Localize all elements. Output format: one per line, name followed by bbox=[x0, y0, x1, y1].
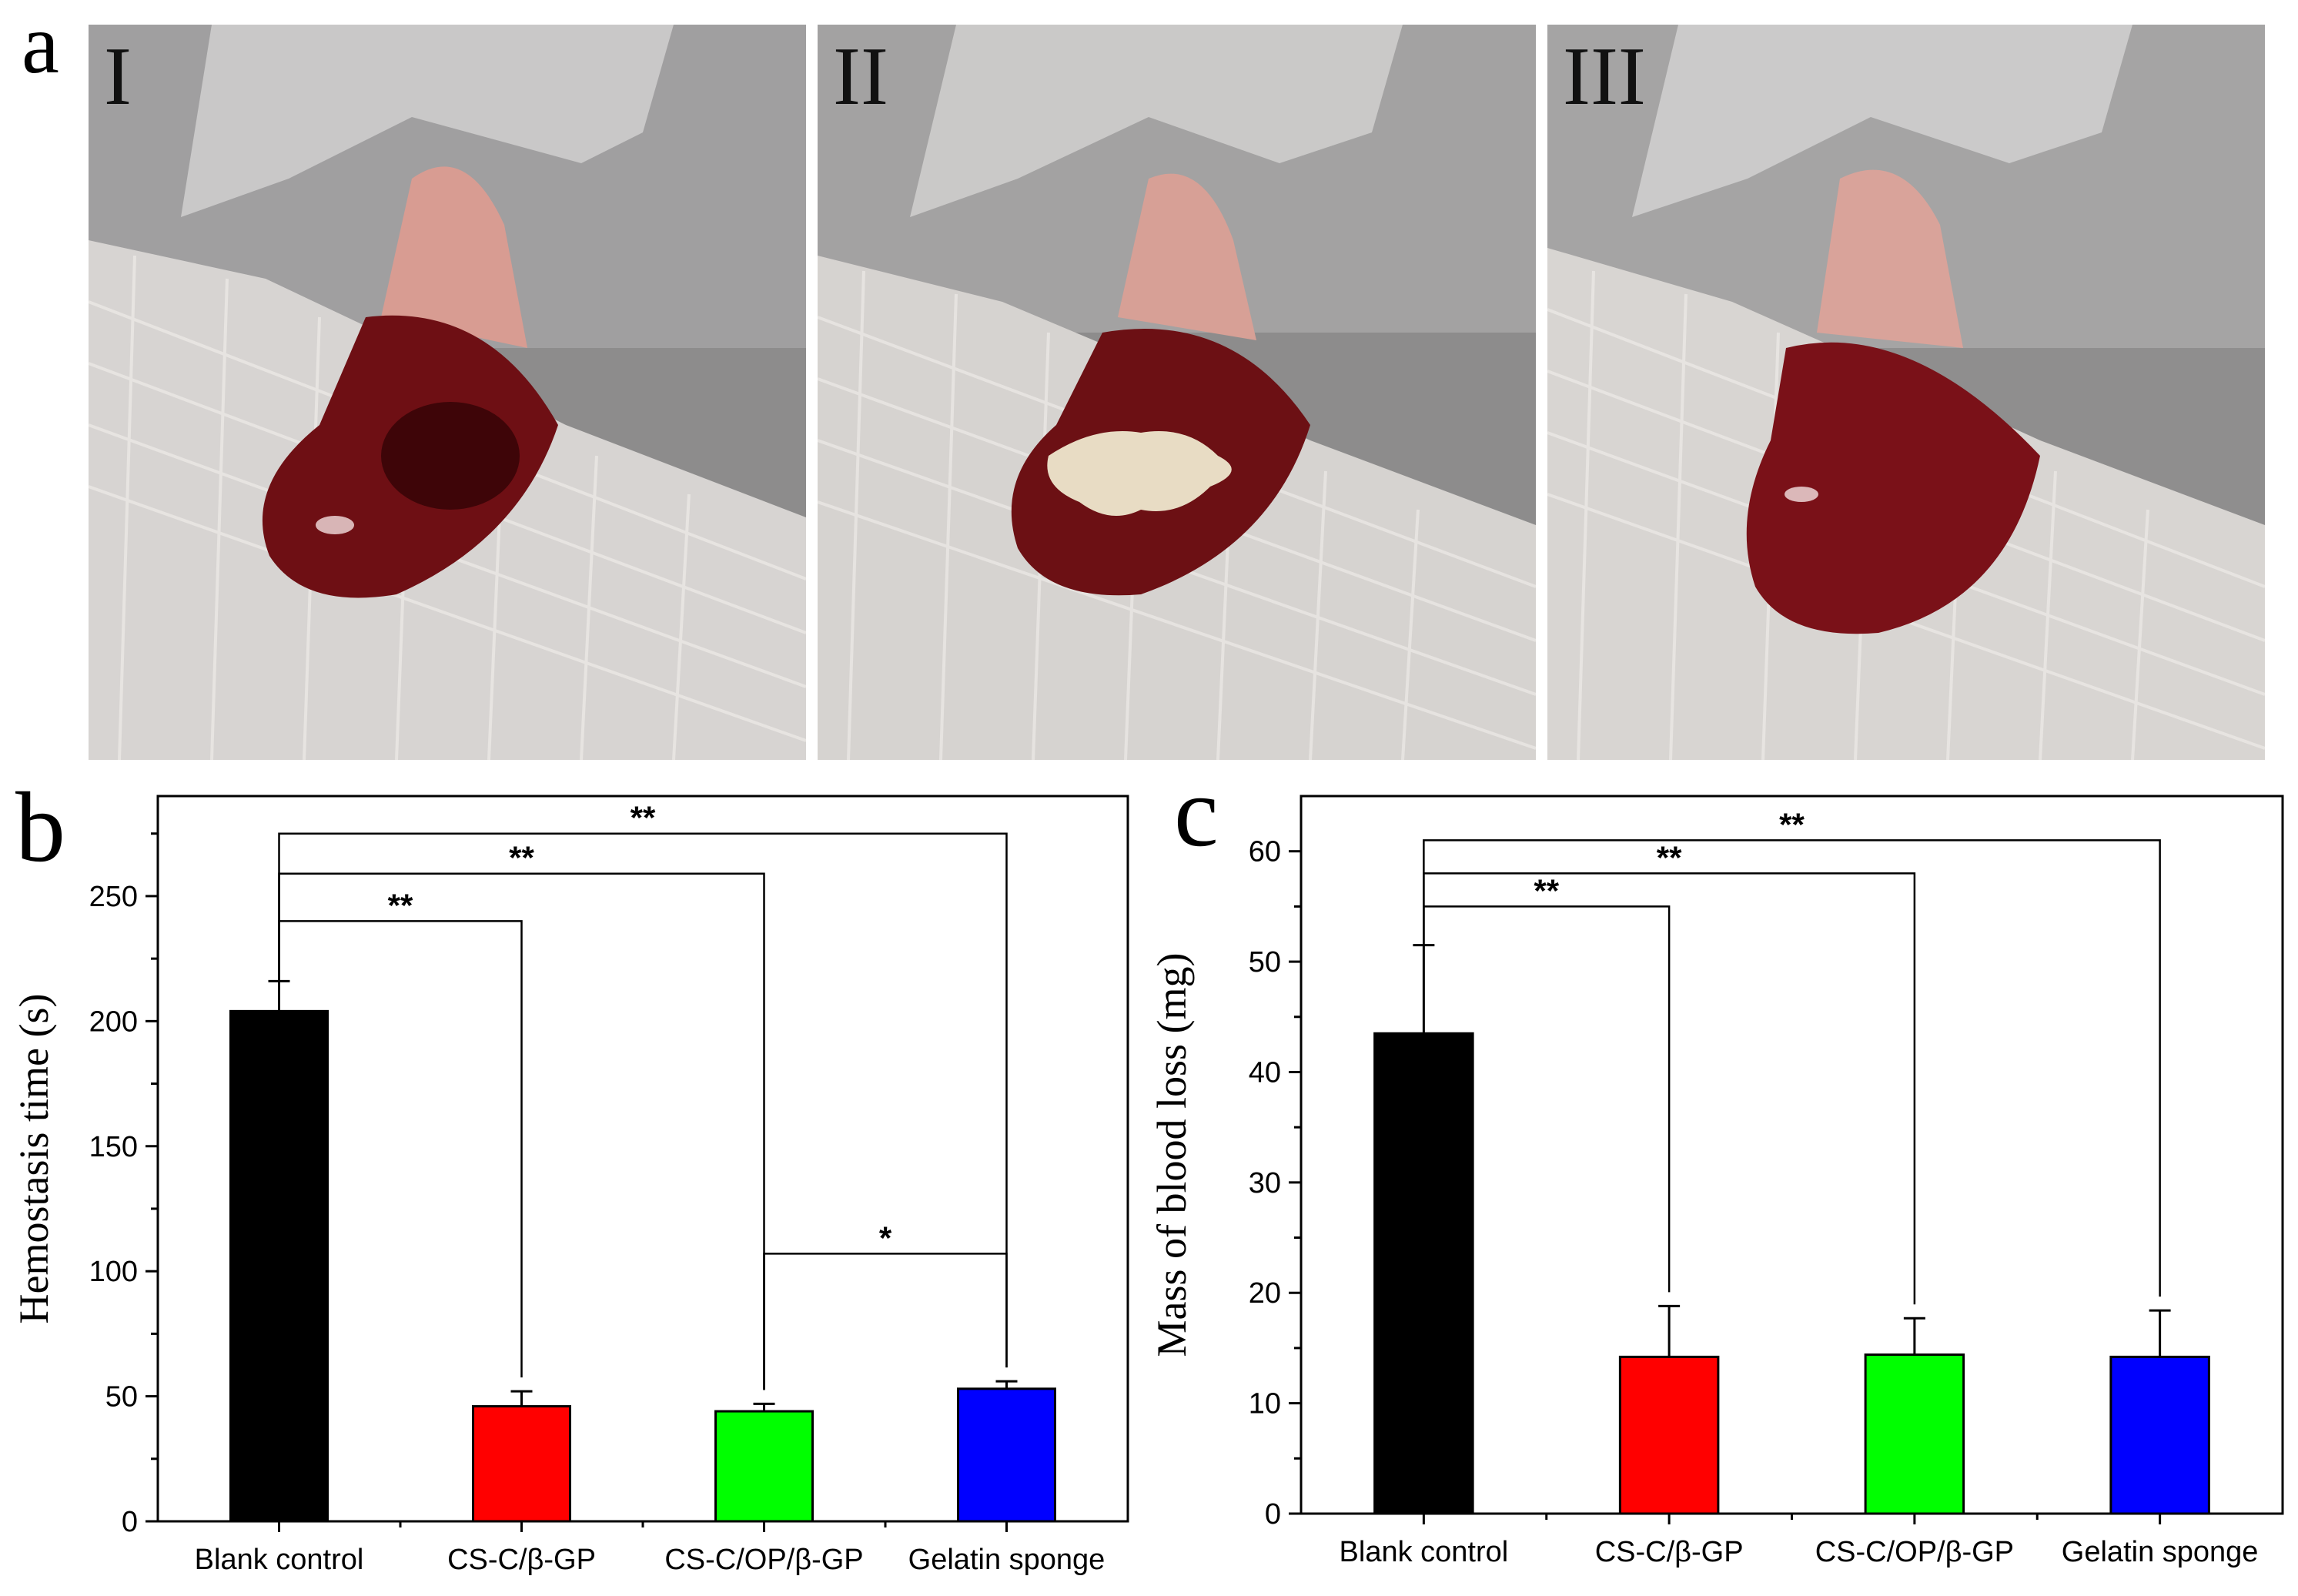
x-category-label: Blank control bbox=[1340, 1536, 1509, 1568]
y-tick-label: 50 bbox=[105, 1381, 138, 1414]
photo-label-ii: II bbox=[833, 31, 888, 122]
significance-label: ** bbox=[1779, 806, 1805, 842]
y-tick-label: 60 bbox=[1249, 836, 1281, 868]
liver-photo-gelatin-sponge bbox=[1547, 25, 2265, 760]
significance-bracket bbox=[278, 832, 1008, 1368]
x-category-label: CS-C/β-GP bbox=[447, 1544, 596, 1576]
x-category-label: Gelatin sponge bbox=[908, 1544, 1106, 1576]
y-tick-label: 0 bbox=[1265, 1498, 1281, 1531]
x-category-label: Gelatin sponge bbox=[2062, 1536, 2259, 1568]
photo-panel-iii: III bbox=[1547, 25, 2265, 760]
x-category-label: CS-C/OP/β-GP bbox=[1815, 1536, 2014, 1568]
x-category-label: Blank control bbox=[195, 1544, 364, 1576]
y-tick-label: 30 bbox=[1249, 1167, 1281, 1200]
y-tick-label: 40 bbox=[1249, 1056, 1281, 1089]
panel-letter-a: a bbox=[22, 0, 59, 91]
bar bbox=[2109, 1355, 2210, 1515]
bar bbox=[714, 1410, 814, 1523]
y-axis-label: Hemostasis time (s) bbox=[11, 994, 57, 1324]
liver-photo-control bbox=[89, 25, 806, 760]
bar bbox=[472, 1405, 571, 1523]
y-tick-label: 20 bbox=[1249, 1277, 1281, 1310]
significance-label: ** bbox=[388, 887, 413, 923]
bar bbox=[1373, 1032, 1474, 1515]
significance-label: ** bbox=[509, 840, 534, 876]
y-tick-label: 200 bbox=[89, 1005, 138, 1038]
y-axis-label: Mass of blood loss (mg) bbox=[1155, 953, 1195, 1357]
significance-label: ** bbox=[1657, 839, 1682, 875]
bar bbox=[229, 1009, 329, 1523]
significance-bracket bbox=[763, 1253, 1008, 1390]
chart-blood-loss: 0 10 20 30 40 50 60 Mass of blood loss (mg) Blan… bbox=[1155, 795, 2284, 1568]
y-tick-label: 250 bbox=[89, 881, 138, 913]
bar bbox=[1864, 1353, 1965, 1515]
photo-label-iii: III bbox=[1563, 31, 1646, 122]
significance-bracket bbox=[1423, 839, 2161, 1297]
bar bbox=[957, 1387, 1056, 1523]
panel-letter-c: c bbox=[1174, 757, 1219, 868]
significance-label: * bbox=[879, 1220, 892, 1256]
x-category-label: CS-C/OP/β-GP bbox=[664, 1544, 863, 1576]
x-category-label: CS-C/β-GP bbox=[1595, 1536, 1744, 1568]
y-tick-label: 100 bbox=[89, 1256, 138, 1288]
significance-label: ** bbox=[1534, 872, 1559, 908]
y-tick-label: 10 bbox=[1249, 1388, 1281, 1420]
photo-panel-i: I bbox=[89, 25, 806, 760]
chart-hemostasis-time: 0 50 100 150 200 250 Hemostasis time (s) Blank … bbox=[11, 795, 1129, 1576]
photo-label-i: I bbox=[104, 31, 132, 122]
liver-photo-cs-c-op-b-gp bbox=[818, 25, 1536, 760]
y-tick-label: 0 bbox=[122, 1506, 138, 1538]
y-tick-label: 50 bbox=[1249, 946, 1281, 979]
panel-letter-b: b bbox=[15, 772, 65, 883]
bar bbox=[1618, 1355, 1720, 1515]
photo-panel-ii: II bbox=[818, 25, 1536, 760]
y-tick-label: 150 bbox=[89, 1131, 138, 1163]
significance-label: ** bbox=[631, 800, 656, 836]
